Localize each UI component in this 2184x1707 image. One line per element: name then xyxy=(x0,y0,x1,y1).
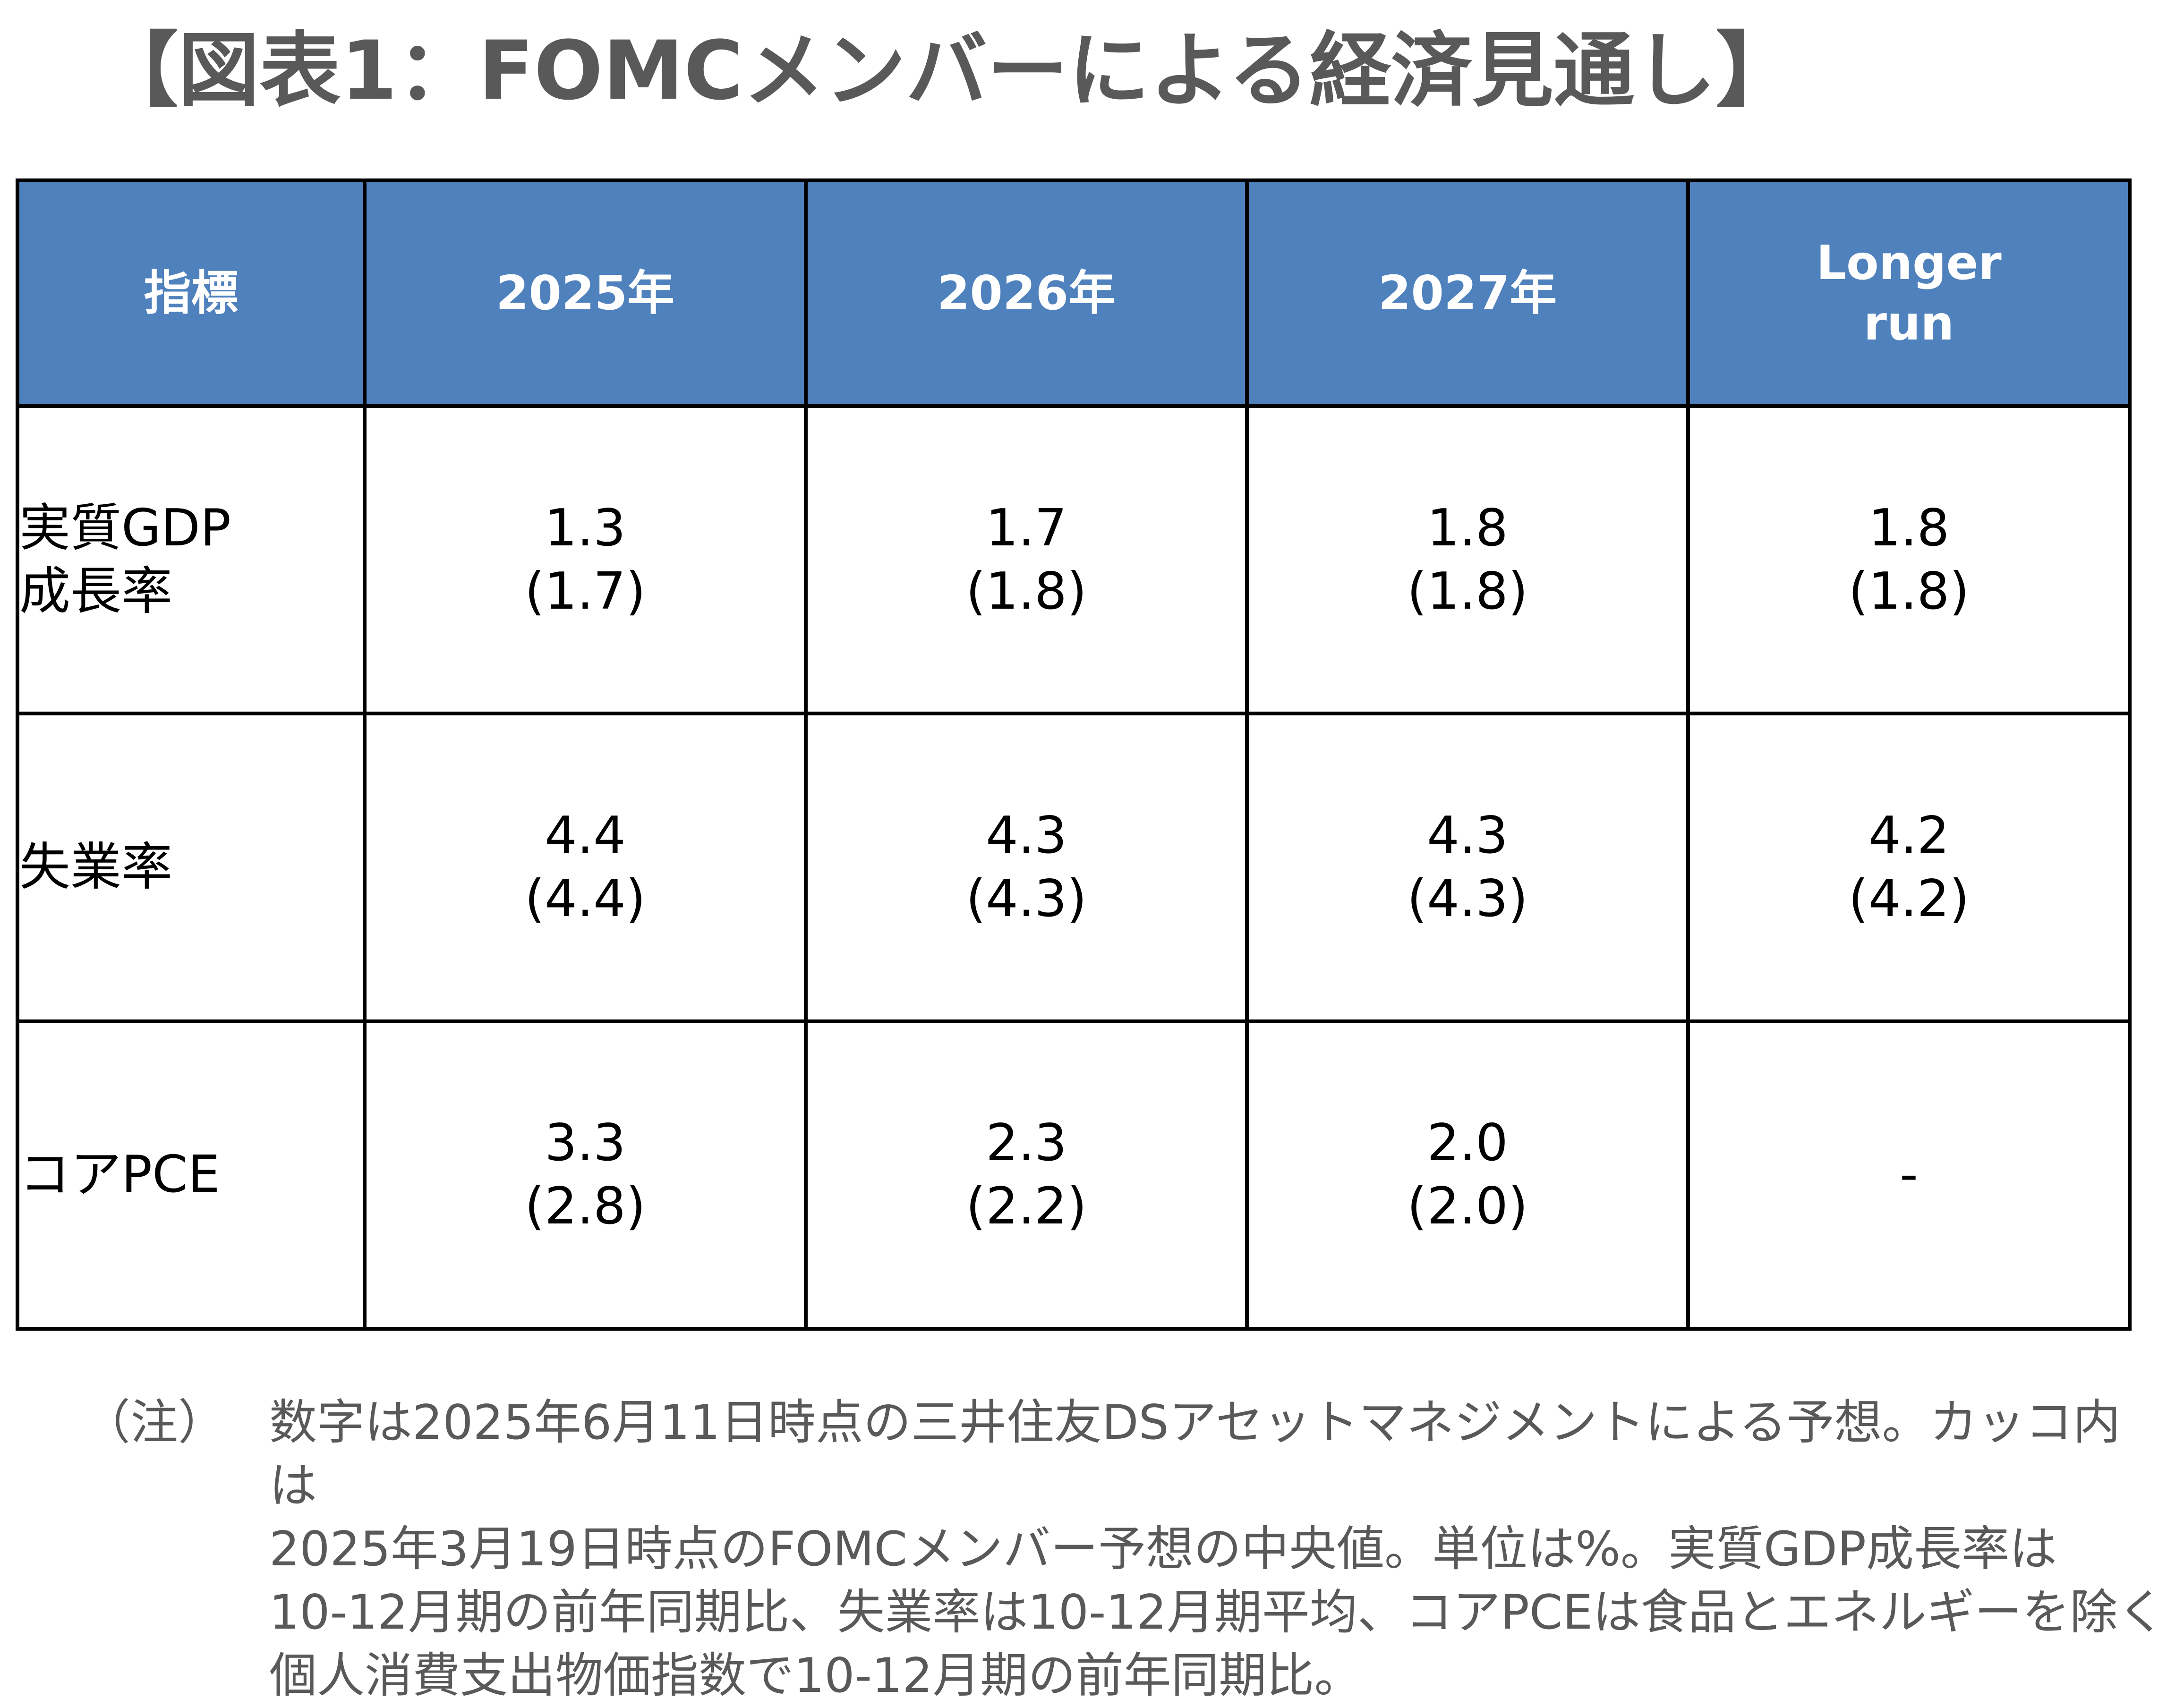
row-label-gdp: 実質GDP 成長率 xyxy=(16,404,367,716)
footnote-line: 2025年3月19日時点のFOMCメンバー予想の中央値。単位は%。実質GDP成長… xyxy=(269,1521,2057,1577)
header-indicator: 指標 xyxy=(16,178,367,408)
forecast-table: 指標 2025年 2026年 2027年 Longer run 実質GDP 成長… xyxy=(16,178,2132,1331)
cell-gdp-2026: 1.7 (1.8) xyxy=(804,404,1249,716)
row-label-core-pce: コアPCE xyxy=(16,1019,367,1331)
cell-gdp-2025: 1.3 (1.7) xyxy=(363,404,808,716)
table-row: 失業率 4.4 (4.4) 4.3 (4.3) 4.3 (4.3) 4.2 (4… xyxy=(16,712,2132,1023)
page-title: 【図表1：FOMCメンバーによる経済見通し】 xyxy=(97,23,1797,118)
footnote-line: 10-12月期の前年同期比、失業率は10-12月期平均、コアPCEは食品とエネル… xyxy=(269,1584,2166,1640)
header-longer-run: Longer run xyxy=(1686,178,2132,408)
cell-core-pce-2027: 2.0 (2.0) xyxy=(1245,1019,1690,1331)
cell-unemployment-2026: 4.3 (4.3) xyxy=(804,712,1249,1023)
cell-gdp-longer-run: 1.8 (1.8) xyxy=(1686,404,2132,716)
footnote-text: 数字は2025年6月11日時点の三井住友DSアセットマネジメントによる予想。カッ… xyxy=(269,1391,2168,1707)
table-row: コアPCE 3.3 (2.8) 2.3 (2.2) 2.0 (2.0) - xyxy=(16,1019,2132,1331)
header-row: 指標 2025年 2026年 2027年 Longer run xyxy=(16,178,2132,408)
cell-unemployment-longer-run: 4.2 (4.2) xyxy=(1686,712,2132,1023)
cell-unemployment-2027: 4.3 (4.3) xyxy=(1245,712,1690,1023)
header-2027: 2027年 xyxy=(1245,178,1690,408)
footnote-line: 個人消費支出物価指数で10-12月期の前年同期比。 xyxy=(269,1648,1362,1703)
cell-core-pce-2026: 2.3 (2.2) xyxy=(804,1019,1249,1331)
row-label-unemployment: 失業率 xyxy=(16,712,367,1023)
footnote-line: 数字は2025年6月11日時点の三井住友DSアセットマネジメントによる予想。カッ… xyxy=(269,1394,2121,1513)
cell-unemployment-2025: 4.4 (4.4) xyxy=(363,712,808,1023)
cell-core-pce-longer-run: - xyxy=(1686,1019,2132,1331)
header-2025: 2025年 xyxy=(363,178,808,408)
cell-core-pce-2025: 3.3 (2.8) xyxy=(363,1019,808,1331)
cell-gdp-2027: 1.8 (1.8) xyxy=(1245,404,1690,716)
table-row: 実質GDP 成長率 1.3 (1.7) 1.7 (1.8) 1.8 (1.8) … xyxy=(16,404,2132,716)
footnote-label: （注） xyxy=(83,1394,226,1450)
header-2026: 2026年 xyxy=(804,178,1249,408)
